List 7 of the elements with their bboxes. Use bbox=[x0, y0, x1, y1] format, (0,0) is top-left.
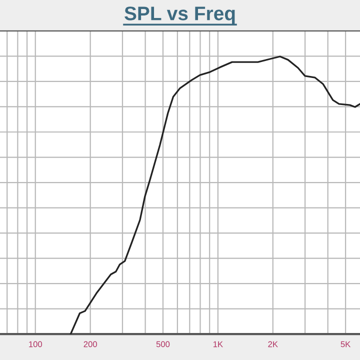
x-tick-label: 100 bbox=[29, 341, 42, 348]
x-tick-label: 1K bbox=[213, 341, 223, 348]
chart-title: SPL vs Freq bbox=[124, 6, 235, 24]
x-tick-label: 5K bbox=[340, 341, 351, 348]
x-tick-label: 200 bbox=[84, 341, 97, 348]
x-tick-label: 500 bbox=[156, 341, 170, 348]
x-tick-label: 2K bbox=[268, 341, 278, 348]
